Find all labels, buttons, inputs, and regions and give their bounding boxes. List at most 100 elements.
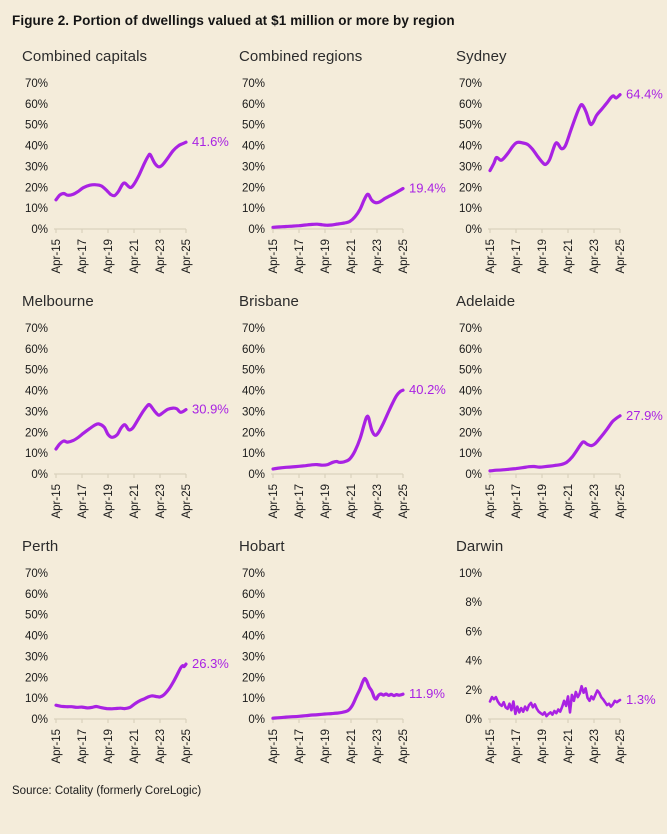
- y-axis-tick-label: 0%: [465, 224, 482, 236]
- chart-panel-combined-capitals: Combined capitals 70% 60% 50% 40% 30% 20% 10% 0%…: [10, 44, 229, 285]
- y-axis-tick-label: 10%: [459, 448, 482, 460]
- x-axis-tick-label: Apr-17: [294, 239, 306, 274]
- y-axis-tick-label: 40%: [242, 386, 265, 398]
- x-axis-tick-label: Apr-17: [511, 484, 523, 519]
- y-axis-tick-label: 4%: [465, 656, 482, 668]
- y-axis-tick-label: 50%: [459, 120, 482, 132]
- chart-title: Perth: [22, 538, 59, 555]
- chart-svg: 70% 60% 50% 40% 30% 20% 10% 0%Apr-15 Apr-17 Apr-1…: [25, 323, 229, 519]
- y-axis-tick-label: 50%: [25, 120, 48, 132]
- x-axis-tick-label: Apr-25: [615, 239, 627, 274]
- y-axis-tick-label: 60%: [242, 344, 265, 356]
- x-axis-tick-label: Apr-15: [268, 239, 280, 274]
- x-axis-tick-label: Apr-19: [103, 729, 115, 764]
- y-axis-tick-label: 20%: [242, 672, 265, 684]
- series-end-value-label: 64.4%: [626, 87, 663, 102]
- source-note: Source: Cotality (formerly CoreLogic): [12, 785, 202, 797]
- y-axis-tick-label: 30%: [25, 651, 48, 663]
- y-axis-tick-label: 0%: [248, 714, 265, 726]
- y-axis-tick-label: 40%: [25, 631, 48, 643]
- x-axis-tick-label: Apr-15: [51, 729, 63, 764]
- y-axis-tick-label: 50%: [242, 610, 265, 622]
- y-axis-tick-label: 20%: [459, 427, 482, 439]
- y-axis-tick-label: 40%: [242, 141, 265, 153]
- x-axis-tick-label: Apr-23: [155, 484, 167, 519]
- series-end-value-label: 41.6%: [192, 134, 229, 149]
- chart-title: Sydney: [456, 48, 507, 65]
- chart-panel-sydney: Sydney 70% 60% 50% 40% 30% 20% 10% 0% Apr-15 Apr-1…: [444, 44, 663, 285]
- y-axis-tick-label: 30%: [459, 406, 482, 418]
- chart-svg: 70% 60% 50% 40% 30% 20% 10% 0%Apr-15 Apr-17 Apr-1…: [25, 568, 229, 764]
- x-axis-tick-label: Apr-21: [129, 484, 141, 519]
- y-axis-tick-label: 70%: [242, 323, 265, 335]
- y-axis-tick-label: 10%: [25, 693, 48, 705]
- x-axis-tick-label: Apr-25: [398, 239, 410, 274]
- y-axis-tick-label: 10%: [242, 693, 265, 705]
- series-line: [271, 676, 405, 720]
- y-axis-tick-label: 30%: [459, 161, 482, 173]
- x-axis-tick-label: Apr-15: [268, 484, 280, 519]
- y-axis-tick-label: 10%: [459, 203, 482, 215]
- x-axis-tick-label: Apr-19: [103, 484, 115, 519]
- y-axis-tick-label: 20%: [242, 427, 265, 439]
- x-axis-tick-label: Apr-17: [294, 484, 306, 519]
- y-axis-tick-label: 20%: [242, 182, 265, 194]
- y-axis-tick-label: 6%: [465, 626, 482, 638]
- x-axis-tick-label: Apr-25: [615, 484, 627, 519]
- x-axis-tick-label: Apr-21: [346, 729, 358, 764]
- y-axis-tick-label: 8%: [465, 597, 482, 609]
- y-axis-tick-label: 70%: [25, 323, 48, 335]
- chart-svg: 70% 60% 50% 40% 30% 20% 10% 0%Apr-15 Apr-17 Apr-1…: [242, 568, 445, 764]
- chart-title: Brisbane: [239, 293, 300, 310]
- y-axis-tick-label: 60%: [25, 589, 48, 601]
- x-axis-tick-label: Apr-15: [268, 729, 280, 764]
- y-axis-tick-label: 60%: [25, 99, 48, 111]
- y-axis-tick-label: 40%: [459, 141, 482, 153]
- x-axis-tick-label: Apr-23: [155, 729, 167, 764]
- x-axis-tick-label: Apr-17: [511, 729, 523, 764]
- x-axis-tick-label: Apr-19: [537, 729, 549, 764]
- x-axis-tick-label: Apr-25: [398, 729, 410, 764]
- series-end-value-label: 30.9%: [192, 402, 229, 417]
- x-axis-tick-label: Apr-23: [589, 484, 601, 519]
- y-axis-tick-label: 30%: [25, 406, 48, 418]
- x-axis-tick-label: Apr-23: [372, 729, 384, 764]
- y-axis-tick-label: 40%: [25, 141, 48, 153]
- series-line: [54, 140, 188, 202]
- x-axis-tick-label: Apr-17: [294, 729, 306, 764]
- chart-panel-perth: Perth 70% 60% 50% 40% 30% 20% 10% 0% Apr-15 Apr-17…: [10, 534, 229, 775]
- y-axis-tick-label: 30%: [242, 161, 265, 173]
- chart-title: Combined capitals: [22, 48, 148, 65]
- y-axis-tick-label: 2%: [465, 685, 482, 697]
- x-axis-tick-label: Apr-19: [320, 239, 332, 274]
- y-axis-tick-label: 60%: [459, 99, 482, 111]
- y-axis-tick-label: 0%: [248, 224, 265, 236]
- y-axis-tick-label: 70%: [459, 78, 482, 90]
- x-axis-tick-label: Apr-19: [320, 729, 332, 764]
- chart-svg: 10% 8% 6% 4% 2% 0%Apr-15 Apr-17 Apr-19 Apr-21 Apr…: [459, 568, 656, 764]
- series-line: [488, 684, 622, 718]
- y-axis-tick-label: 0%: [31, 224, 48, 236]
- series-line: [271, 388, 405, 471]
- x-axis-tick-label: Apr-17: [77, 239, 89, 274]
- x-axis-tick-label: Apr-21: [563, 729, 575, 764]
- series-end-value-label: 27.9%: [626, 408, 663, 423]
- y-axis-tick-label: 10%: [459, 568, 482, 580]
- series-line: [271, 186, 405, 229]
- y-axis-tick-label: 60%: [242, 589, 265, 601]
- x-axis-tick-label: Apr-21: [129, 239, 141, 274]
- x-axis-tick-label: Apr-23: [589, 729, 601, 764]
- x-axis-tick-label: Apr-17: [77, 484, 89, 519]
- y-axis-tick-label: 30%: [242, 651, 265, 663]
- series-end-value-label: 11.9%: [409, 686, 445, 701]
- y-axis-tick-label: 10%: [242, 203, 265, 215]
- y-axis-tick-label: 50%: [242, 120, 265, 132]
- chart-panel-adelaide: Adelaide 70% 60% 50% 40% 30% 20% 10% 0% Apr-15 Apr…: [444, 289, 663, 530]
- x-axis-tick-label: Apr-21: [563, 239, 575, 274]
- series-line: [488, 414, 622, 473]
- chart-panel-hobart: Hobart 70% 60% 50% 40% 30% 20% 10% 0% Apr-15 Apr-1…: [227, 534, 445, 775]
- chart-title: Melbourne: [22, 293, 94, 310]
- x-axis-tick-label: Apr-17: [511, 239, 523, 274]
- y-axis-tick-label: 20%: [25, 427, 48, 439]
